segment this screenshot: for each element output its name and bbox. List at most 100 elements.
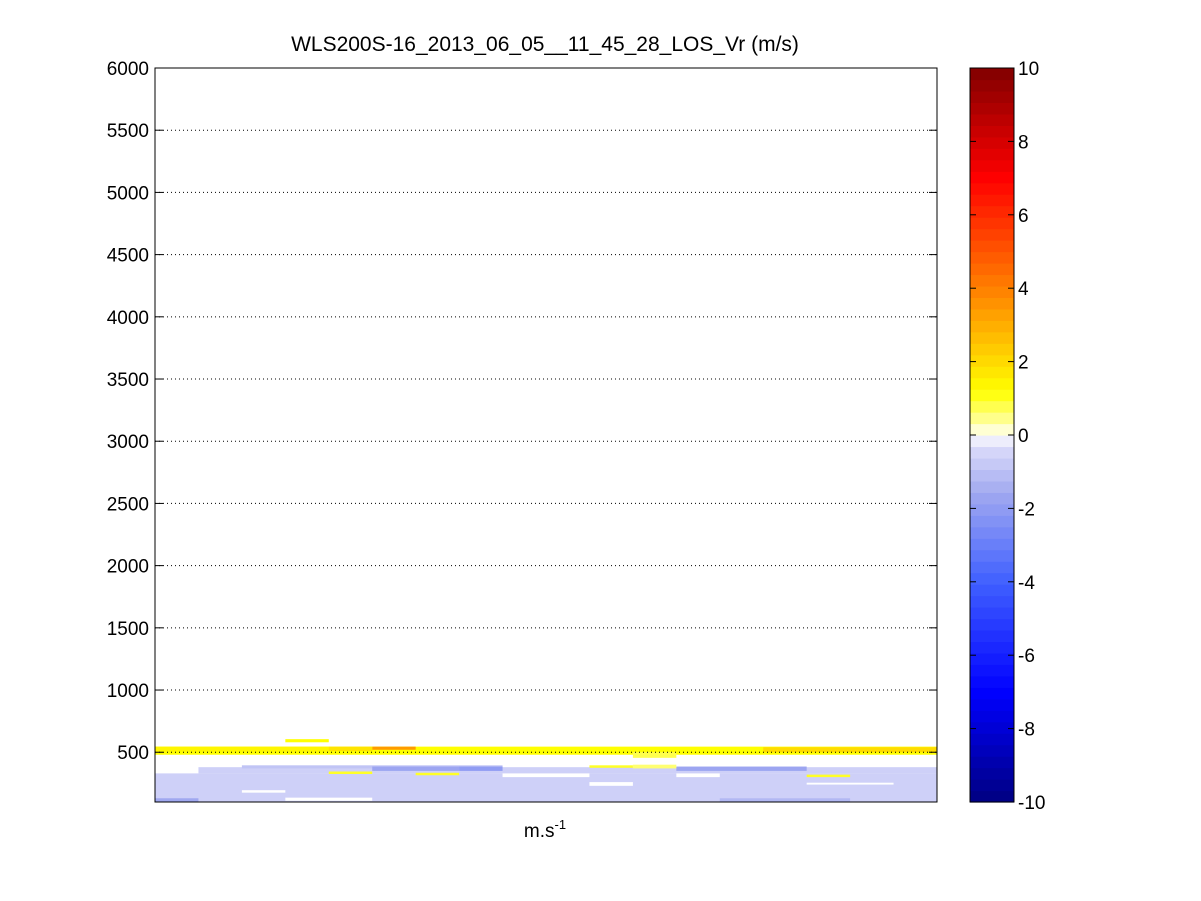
colorbar-swatch [970,240,1014,253]
heatmap-cell [806,782,894,785]
y-tick-label: 3500 [107,370,149,391]
heatmap-cell [676,773,720,778]
heatmap-cell [676,766,807,771]
heatmap-cell [155,773,937,802]
colorbar [970,68,1014,803]
colorbar-swatch [970,354,1014,367]
colorbar-swatch [970,710,1014,723]
colorbar-swatch [970,526,1014,539]
colorbar-tick-label: -8 [1018,720,1035,741]
colorbar-swatch [970,435,1014,448]
colorbar-swatch [970,297,1014,310]
x-axis-label-superscript: -1 [555,817,567,832]
colorbar-swatch [970,113,1014,126]
colorbar-tick-label: 0 [1018,426,1029,447]
heatmap-cell [155,746,329,752]
colorbar-swatch [970,136,1014,149]
colorbar-swatch [970,320,1014,333]
colorbar-swatch [970,79,1014,92]
colorbar-swatch [970,561,1014,574]
colorbar-swatch [970,618,1014,631]
heatmap-cell [719,798,851,802]
colorbar-swatch [970,274,1014,287]
colorbar-swatch [970,641,1014,654]
heatmap-cell [285,797,373,801]
colorbar-swatch [970,262,1014,276]
heatmap-cell [372,746,416,750]
colorbar-swatch [970,744,1014,757]
colorbar-swatch [970,687,1014,700]
colorbar-swatch [970,607,1014,620]
colorbar-swatch [970,343,1014,356]
colorbar-swatch [970,251,1014,264]
colorbar-tick-label: 6 [1018,206,1029,227]
colorbar-swatch [970,515,1014,528]
heatmap-cells [155,739,937,802]
colorbar-swatch [970,492,1014,505]
colorbar-swatch [970,148,1014,161]
colorbar-swatch [970,377,1014,390]
heatmap-cell [589,782,633,786]
y-tick-label: 4000 [107,308,149,329]
colorbar-swatch [970,389,1014,402]
plot-frame [154,67,938,803]
colorbar-swatch [970,331,1014,344]
colorbar-swatch [970,423,1014,436]
heatmap-cell [632,764,677,769]
colorbar-swatch [970,652,1014,665]
colorbar-swatch [970,503,1014,516]
colorbar-swatch [970,756,1014,769]
y-axis: 500 1000 1500 2000 2500 3000 3500 4000 4500 5000 5… [107,59,937,764]
heatmap-cell [502,771,590,778]
colorbar-swatch [970,790,1014,803]
colorbar-swatch [970,125,1014,138]
colorbar-swatch [970,366,1014,379]
colorbar-swatch [970,698,1014,711]
colorbar-tick-label: -10 [1018,793,1045,814]
colorbar-swatch [970,629,1014,643]
heatmap-cell [198,767,937,774]
colorbar-swatch [970,182,1014,195]
heatmap-cell [328,746,373,751]
colorbar-swatch [970,171,1014,184]
y-tick-label: 5500 [107,121,149,142]
colorbar-swatch [970,469,1014,482]
colorbar-swatch [970,538,1014,551]
colorbar-swatch [970,102,1014,115]
colorbar-swatch [970,457,1014,471]
heatmap-cell [806,774,851,778]
colorbar-swatch [970,90,1014,104]
chart-title: WLS200S-16_2013_06_05__11_45_28_LOS_Vr (… [291,33,799,56]
colorbar-swatch [970,159,1014,172]
colorbar-swatch [970,205,1014,218]
y-tick-label: 5000 [107,183,149,204]
x-axis-label-text: m.s [524,821,555,842]
heatmap-cell [763,747,937,753]
colorbar-tick-label: -6 [1018,646,1035,667]
y-tick-label: 500 [117,743,149,764]
y-tick-label: 1500 [107,619,149,640]
heatmap-cell [372,766,460,771]
colorbar-axis: -10 -8 -6 -4 -2 0 2 4 6 8 10 [970,59,1045,814]
y-tick-label: 2500 [107,494,149,515]
colorbar-tick-label: 8 [1018,132,1029,153]
colorbar-swatch [970,721,1014,734]
heatmap-cell [155,798,199,802]
colorbar-tick-label: 4 [1018,279,1029,300]
colorbar-swatch [970,664,1014,677]
y-tick-label: 6000 [107,59,149,80]
heatmap-cell [589,765,633,768]
colorbar-tick-label: 10 [1018,59,1039,80]
colorbar-swatch [970,285,1014,298]
y-tick-label: 2000 [107,557,149,578]
colorbar-swatch [970,595,1014,608]
heatmap-cell [155,746,937,755]
heatmap-cell [632,752,677,758]
colorbar-swatch [970,217,1014,230]
heatmap-cell [285,739,329,743]
colorbar-swatch [970,584,1014,597]
colorbar-swatch [970,572,1014,585]
colorbar-swatch [970,779,1014,792]
colorbar-tick-label: 2 [1018,353,1029,374]
